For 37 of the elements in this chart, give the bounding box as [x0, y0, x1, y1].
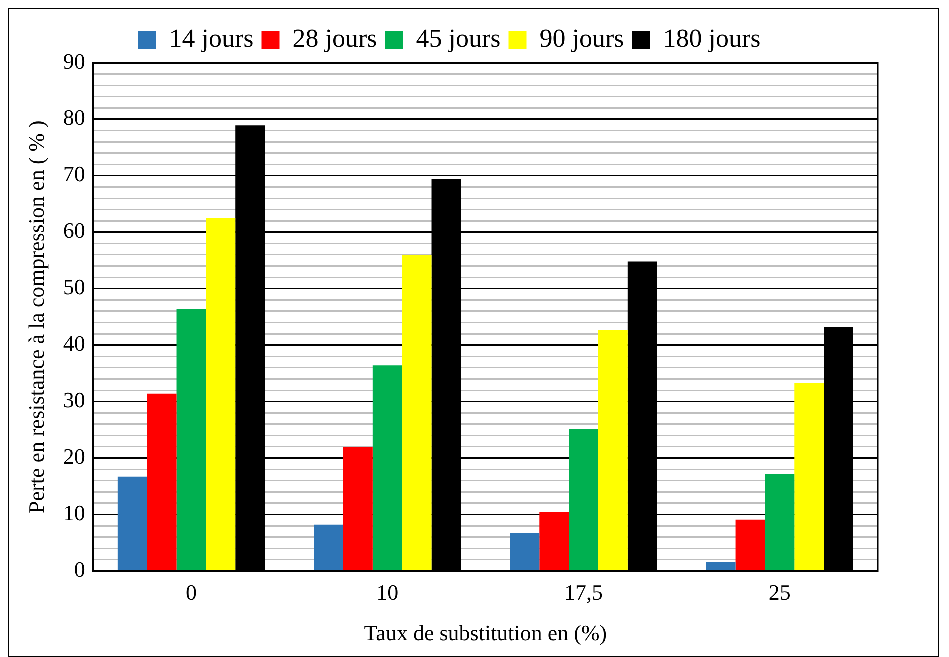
y-tick-label: 20 [63, 444, 86, 470]
bar [510, 533, 540, 570]
legend-label: 90 jours [540, 24, 624, 53]
bar [314, 524, 344, 570]
bar [706, 562, 736, 570]
x-tick-label: 25 [768, 580, 791, 606]
bar [765, 474, 795, 570]
legend-label: 180 jours [663, 24, 761, 53]
bar [569, 429, 598, 570]
bar [343, 446, 373, 570]
y-tick-label: 60 [63, 218, 86, 244]
y-tick-label: 30 [63, 388, 86, 413]
y-tick-label: 40 [63, 331, 86, 356]
legend-label: 28 jours [292, 24, 378, 53]
y-tick-label: 50 [63, 274, 86, 300]
bar [147, 394, 177, 570]
y-tick-label: 80 [63, 105, 86, 130]
bar [540, 512, 570, 570]
bar [372, 366, 402, 570]
bar [402, 256, 432, 570]
x-axis-title: Taux de substitution en (%) [364, 620, 608, 646]
bar [118, 476, 148, 570]
legend-label: 14 jours [169, 24, 254, 53]
y-tick-label: 70 [63, 162, 86, 187]
bar [206, 218, 236, 570]
x-tick-label: 0 [186, 580, 197, 606]
bar [598, 330, 628, 570]
y-axis-title: Perte en resistance à la compression en ( % ) [24, 120, 49, 514]
y-tick-label: 10 [63, 500, 86, 526]
y-tick-label: 90 [63, 48, 86, 74]
y-tick-label: 0 [74, 556, 86, 582]
x-tick-label: 17,5 [564, 580, 604, 606]
legend-label: 45 jours [416, 24, 501, 53]
x-tick-label: 10 [376, 580, 399, 606]
bar [794, 383, 824, 570]
bar [736, 520, 766, 570]
bar [176, 309, 206, 570]
